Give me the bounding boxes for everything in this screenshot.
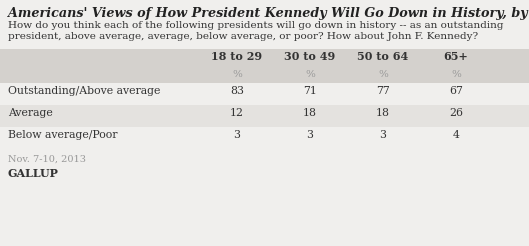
Text: Average: Average	[8, 108, 53, 118]
Text: 77: 77	[376, 86, 390, 96]
Bar	[0, 127, 529, 149]
Bar	[0, 68, 529, 83]
Text: %: %	[305, 70, 315, 79]
Text: 50 to 64: 50 to 64	[358, 51, 408, 62]
Text: president, above average, average, below average, or poor? How about John F. Ken: president, above average, average, below…	[8, 32, 478, 41]
Text: 12: 12	[230, 108, 244, 118]
Text: 26: 26	[449, 108, 463, 118]
Text: %: %	[232, 70, 242, 79]
Text: 71: 71	[303, 86, 317, 96]
Text: 4: 4	[453, 130, 460, 140]
Text: 65+: 65+	[444, 51, 468, 62]
Text: Americans' Views of How President Kennedy Will Go Down in History, by Age: Americans' Views of How President Kenned…	[8, 7, 529, 20]
Text: 30 to 49: 30 to 49	[285, 51, 335, 62]
Text: 3: 3	[233, 130, 241, 140]
Bar	[0, 105, 529, 127]
Text: 3: 3	[306, 130, 314, 140]
Text: 83: 83	[230, 86, 244, 96]
Text: 18: 18	[303, 108, 317, 118]
Text: 3: 3	[379, 130, 387, 140]
Text: 18 to 29: 18 to 29	[212, 51, 262, 62]
Text: Nov. 7-10, 2013: Nov. 7-10, 2013	[8, 155, 86, 164]
Bar	[0, 49, 529, 68]
Text: GALLUP: GALLUP	[8, 168, 59, 179]
Text: How do you think each of the following presidents will go down in history -- as : How do you think each of the following p…	[8, 21, 504, 30]
Bar	[0, 83, 529, 105]
Text: %: %	[378, 70, 388, 79]
Text: %: %	[451, 70, 461, 79]
Text: Below average/Poor: Below average/Poor	[8, 130, 117, 140]
Text: 18: 18	[376, 108, 390, 118]
Text: 67: 67	[449, 86, 463, 96]
Text: Outstanding/Above average: Outstanding/Above average	[8, 86, 160, 96]
